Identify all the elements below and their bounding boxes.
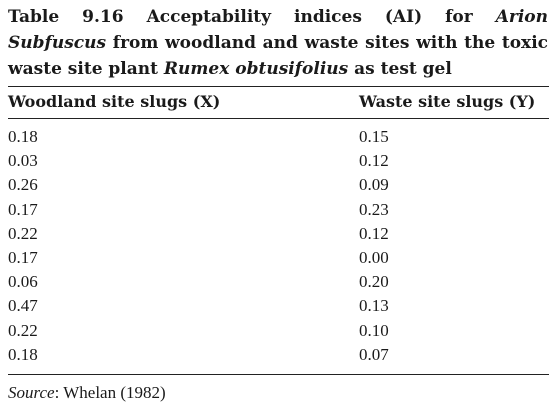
caption-italic-genus: Arion (495, 7, 548, 27)
table-cell-waste: 0.20 (359, 272, 389, 292)
table-cell-waste: 0.23 (359, 199, 389, 219)
table-cell-waste: 0.12 (359, 151, 389, 171)
table-cell-waste: 0.15 (359, 127, 389, 146)
caption-italic-plant: Rumex obtusifolius (163, 59, 349, 79)
table-cell-woodland: 0.22 (8, 223, 38, 243)
table-header-rule (8, 118, 549, 119)
caption-text: from woodland and waste sites with the t… (106, 33, 548, 53)
source-label: Source (8, 383, 55, 402)
table-bottom-rule (8, 374, 549, 375)
table-cell-woodland: 0.17 (8, 247, 38, 267)
table-caption: Table 9.16 Acceptability indices (AI) fo… (8, 4, 548, 82)
caption-text: waste site plant (8, 59, 164, 79)
table-cell-waste: 0.13 (359, 296, 389, 316)
table-cell-waste: 0.09 (359, 175, 389, 195)
table-cell-woodland: 0.06 (8, 272, 38, 292)
table-cell-woodland: 0.18 (8, 127, 38, 146)
column-woodland-values: 0.18 0.03 0.26 0.17 0.22 0.17 0.06 0.47 0.22 0.18 (8, 125, 38, 367)
table-cell-waste: 0.12 (359, 223, 389, 243)
caption-italic-species: Subfuscus (8, 33, 107, 53)
column-header-woodland: Woodland site slugs (X) (8, 92, 221, 111)
table-cell-woodland: 0.26 (8, 175, 38, 195)
caption-line-2: Subfuscus from woodland and waste sites … (8, 30, 548, 56)
caption-line-1: Table 9.16 Acceptability indices (AI) fo… (8, 4, 548, 30)
table-cell-woodland: 0.18 (8, 344, 38, 364)
source-text: : Whelan (1982) (54, 383, 166, 402)
table-cell-woodland: 0.47 (8, 296, 38, 316)
table-top-rule (8, 86, 549, 87)
table-cell-waste: 0.07 (359, 344, 389, 364)
column-waste-values: 0.15 0.12 0.09 0.23 0.12 0.00 0.20 0.13 0.10 0.07 (359, 125, 389, 367)
caption-line-3: waste site plant Rumex obtusifolius as t… (8, 56, 548, 82)
caption-text: as test gel (348, 59, 452, 79)
table-cell-waste: 0.00 (359, 247, 389, 267)
caption-text: Table 9.16 Acceptability indices (AI) fo… (8, 7, 496, 27)
table-cell-woodland: 0.03 (8, 151, 38, 171)
table-cell-woodland: 0.17 (8, 199, 38, 219)
table-cell-woodland: 0.22 (8, 320, 38, 340)
column-header-waste: Waste site slugs (Y) (359, 92, 536, 111)
table-cell-waste: 0.10 (359, 320, 389, 340)
source-note: Source: Whelan (1982) (8, 383, 166, 403)
